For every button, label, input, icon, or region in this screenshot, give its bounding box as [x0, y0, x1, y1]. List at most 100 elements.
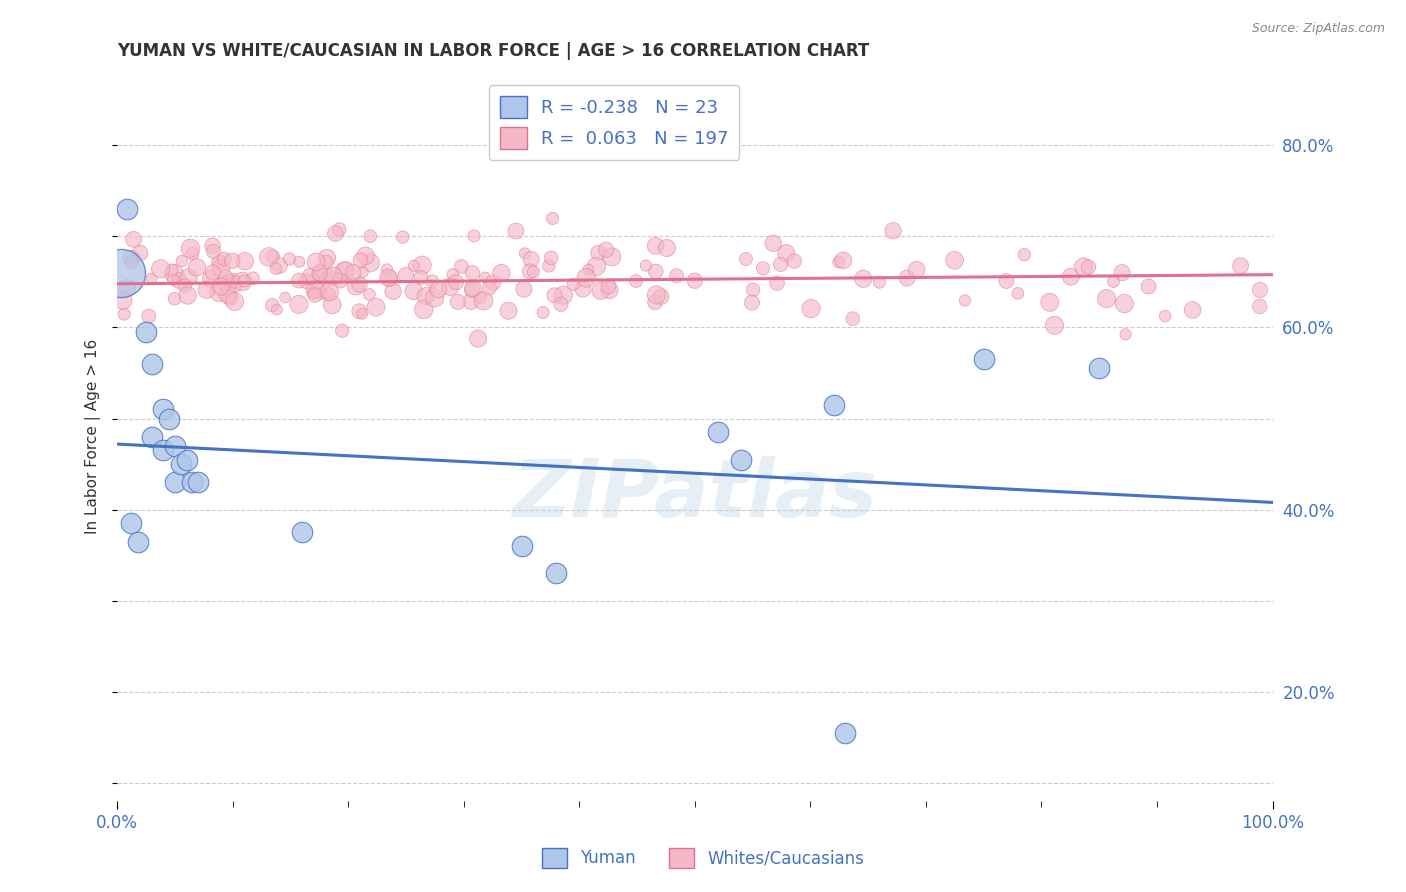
- Point: [634, 259, 657, 273]
- Point: [344, 279, 367, 293]
- Point: [316, 251, 339, 265]
- Point: [115, 202, 138, 216]
- Point: [742, 283, 765, 297]
- Point: [478, 281, 501, 295]
- Point: [257, 250, 280, 264]
- Point: [318, 287, 340, 301]
- Point: [973, 352, 995, 367]
- Point: [347, 304, 370, 318]
- Point: [1115, 327, 1137, 342]
- Text: YUMAN VS WHITE/CAUCASIAN IN LABOR FORCE | AGE > 16 CORRELATION CHART: YUMAN VS WHITE/CAUCASIAN IN LABOR FORCE …: [117, 42, 869, 60]
- Point: [264, 261, 287, 276]
- Point: [266, 302, 288, 317]
- Point: [467, 332, 489, 346]
- Point: [470, 291, 492, 305]
- Point: [1014, 248, 1036, 262]
- Legend: Yuman, Whites/Caucasians: Yuman, Whites/Caucasians: [536, 841, 870, 875]
- Point: [208, 285, 231, 300]
- Point: [644, 264, 666, 278]
- Point: [520, 252, 543, 267]
- Point: [644, 239, 666, 253]
- Point: [315, 273, 337, 287]
- Point: [329, 274, 352, 288]
- Point: [242, 271, 264, 285]
- Point: [766, 276, 789, 290]
- Point: [752, 261, 775, 276]
- Point: [834, 726, 856, 740]
- Point: [217, 288, 239, 302]
- Point: [157, 411, 180, 425]
- Point: [498, 303, 520, 318]
- Point: [769, 257, 792, 271]
- Point: [364, 300, 387, 314]
- Point: [221, 253, 243, 268]
- Point: [775, 246, 797, 260]
- Point: [842, 311, 865, 326]
- Point: [409, 270, 432, 285]
- Point: [135, 325, 157, 339]
- Point: [120, 516, 142, 531]
- Point: [181, 475, 204, 490]
- Point: [288, 297, 311, 311]
- Point: [214, 277, 236, 291]
- Point: [152, 402, 174, 417]
- Point: [163, 267, 186, 281]
- Point: [461, 281, 484, 295]
- Point: [359, 256, 381, 270]
- Point: [127, 534, 149, 549]
- Text: Source: ZipAtlas.com: Source: ZipAtlas.com: [1251, 22, 1385, 36]
- Point: [461, 283, 484, 297]
- Point: [402, 284, 425, 298]
- Point: [382, 285, 405, 299]
- Point: [995, 274, 1018, 288]
- Point: [112, 307, 135, 321]
- Point: [519, 264, 541, 278]
- Point: [513, 282, 536, 296]
- Point: [1077, 260, 1099, 274]
- Point: [122, 232, 145, 246]
- Point: [575, 271, 598, 285]
- Point: [262, 298, 284, 312]
- Point: [295, 274, 318, 288]
- Point: [174, 278, 197, 293]
- Point: [683, 274, 706, 288]
- Point: [783, 254, 806, 268]
- Point: [129, 246, 152, 260]
- Point: [598, 279, 620, 293]
- Point: [868, 275, 890, 289]
- Point: [278, 252, 301, 266]
- Point: [378, 271, 401, 285]
- Point: [1111, 266, 1133, 280]
- Point: [377, 270, 399, 285]
- Point: [513, 246, 536, 260]
- Point: [308, 266, 330, 280]
- Point: [111, 293, 134, 308]
- Point: [439, 279, 461, 293]
- Point: [160, 263, 183, 277]
- Point: [321, 298, 343, 312]
- Point: [546, 566, 568, 581]
- Point: [395, 268, 418, 282]
- Point: [141, 430, 163, 444]
- Point: [852, 272, 875, 286]
- Point: [222, 274, 245, 288]
- Point: [1154, 309, 1177, 323]
- Point: [195, 283, 218, 297]
- Point: [553, 288, 575, 302]
- Legend: R = -0.238   N = 23, R =  0.063   N = 197: R = -0.238 N = 23, R = 0.063 N = 197: [489, 85, 740, 160]
- Point: [288, 274, 311, 288]
- Point: [412, 302, 434, 317]
- Point: [233, 274, 256, 288]
- Point: [444, 275, 467, 289]
- Point: [1007, 286, 1029, 301]
- Point: [905, 262, 928, 277]
- Point: [655, 241, 678, 255]
- Point: [474, 270, 496, 285]
- Point: [209, 261, 232, 276]
- Point: [359, 229, 381, 244]
- Point: [1060, 269, 1083, 284]
- Point: [222, 277, 245, 291]
- Point: [186, 260, 208, 275]
- Point: [1095, 292, 1118, 306]
- Point: [149, 261, 172, 276]
